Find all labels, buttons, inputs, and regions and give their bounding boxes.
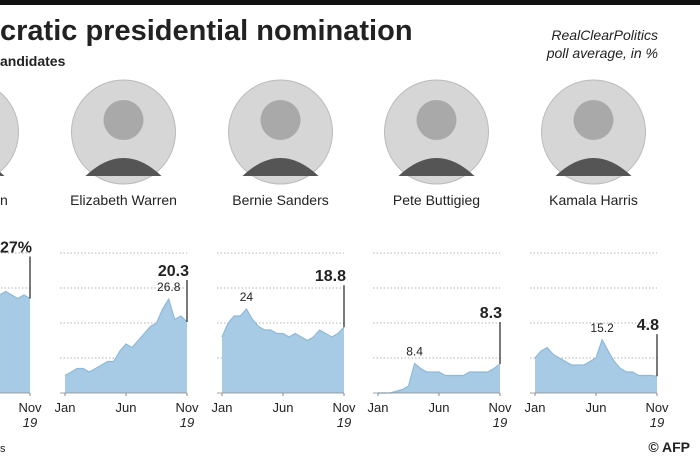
area-line	[0, 290, 31, 300]
portrait-face	[260, 100, 301, 140]
portrait-face	[103, 100, 144, 140]
note-line: poll average, in %	[546, 45, 658, 61]
value-label: 8.4	[406, 345, 423, 359]
end-value-label: 4.8	[637, 317, 659, 334]
area-line	[534, 338, 658, 377]
portrait-shoulders	[0, 172, 5, 176]
area-line	[64, 297, 188, 377]
x-tick-label: Jan	[212, 400, 233, 415]
subtitle: andidates	[0, 53, 66, 69]
end-value-label: 8.3	[480, 305, 502, 322]
value-label: 15.2	[590, 321, 614, 335]
area	[0, 291, 30, 393]
x-tick-label: Nov	[18, 400, 42, 415]
area-line	[221, 307, 345, 342]
portrait-face	[416, 100, 457, 140]
x-tick-label: Jun	[429, 400, 450, 415]
portrait-shoulders	[85, 158, 162, 176]
end-value-label: 20.3	[158, 263, 189, 280]
area	[65, 299, 187, 393]
note-line: RealClearPolitics	[551, 27, 658, 43]
credit: © AFP	[648, 439, 690, 455]
x-tick-label: Nov	[645, 400, 669, 415]
title: cratic presidential nomination	[0, 15, 413, 47]
x-tick-label: Nov	[332, 400, 356, 415]
x-tick-label: Nov	[175, 400, 199, 415]
portrait-shoulders	[398, 158, 475, 176]
year-label: 19	[650, 415, 664, 430]
footer: s	[0, 443, 6, 455]
end-value-label: 27%	[0, 240, 32, 257]
x-tick-label: Jan	[55, 400, 76, 415]
x-tick-label: Jan	[525, 400, 546, 415]
candidate-name: Bernie Sanders	[232, 192, 329, 208]
year-label: 19	[337, 415, 351, 430]
value-label: 26.8	[157, 280, 181, 294]
candidate-name: Elizabeth Warren	[70, 192, 177, 208]
year-label: 19	[180, 415, 194, 430]
area	[535, 339, 657, 393]
area	[378, 363, 500, 393]
candidate-name: n	[0, 192, 8, 208]
value-label: 24	[240, 290, 254, 304]
x-tick-label: Jun	[273, 400, 294, 415]
portrait	[0, 91, 19, 173]
candidate-name: Pete Buttigieg	[393, 192, 480, 208]
x-tick-label: Jan	[368, 400, 389, 415]
portrait-shoulders	[555, 158, 632, 176]
year-label: 19	[493, 415, 507, 430]
x-tick-label: Jun	[116, 400, 137, 415]
top-bar	[0, 0, 700, 5]
end-value-label: 18.8	[315, 268, 346, 285]
candidate-name: Kamala Harris	[549, 192, 638, 208]
area	[222, 309, 344, 393]
x-tick-label: Jun	[586, 400, 607, 415]
x-tick-label: Nov	[488, 400, 512, 415]
portrait-shoulders	[242, 158, 319, 176]
year-label: 19	[23, 415, 37, 430]
portrait-face	[573, 100, 614, 140]
area-line	[378, 362, 501, 394]
